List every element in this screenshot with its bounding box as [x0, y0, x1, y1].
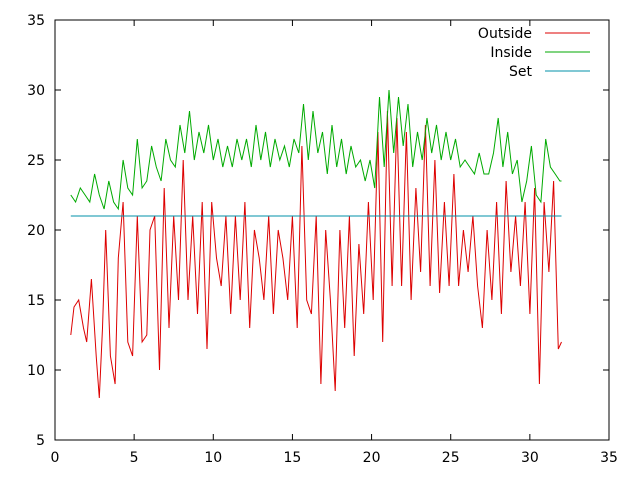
y-tick-label: 35 — [27, 13, 45, 29]
legend-label-inside: Inside — [490, 45, 532, 61]
x-tick-label: 30 — [521, 450, 539, 466]
x-tick-label: 20 — [363, 450, 381, 466]
series-line-inside — [70, 89, 562, 211]
y-tick-label: 30 — [27, 83, 45, 99]
x-tick-label: 10 — [204, 450, 222, 466]
x-tick-label: 25 — [442, 450, 460, 466]
y-tick-label: 5 — [36, 433, 45, 449]
y-tick-label: 25 — [27, 153, 45, 169]
legend-label-set: Set — [509, 64, 533, 80]
series-layer — [70, 89, 562, 399]
legend: Outside Inside Set — [478, 26, 590, 80]
x-tick-label: 35 — [600, 450, 618, 466]
y-tick-label: 10 — [27, 363, 45, 379]
legend-label-outside: Outside — [478, 26, 532, 42]
y-tick-label: 15 — [27, 293, 45, 309]
series-line-outside — [70, 110, 562, 399]
x-tick-label: 5 — [130, 450, 139, 466]
y-tick-label: 20 — [27, 223, 45, 239]
x-tick-label: 15 — [284, 450, 302, 466]
x-tick-label: 0 — [51, 450, 60, 466]
